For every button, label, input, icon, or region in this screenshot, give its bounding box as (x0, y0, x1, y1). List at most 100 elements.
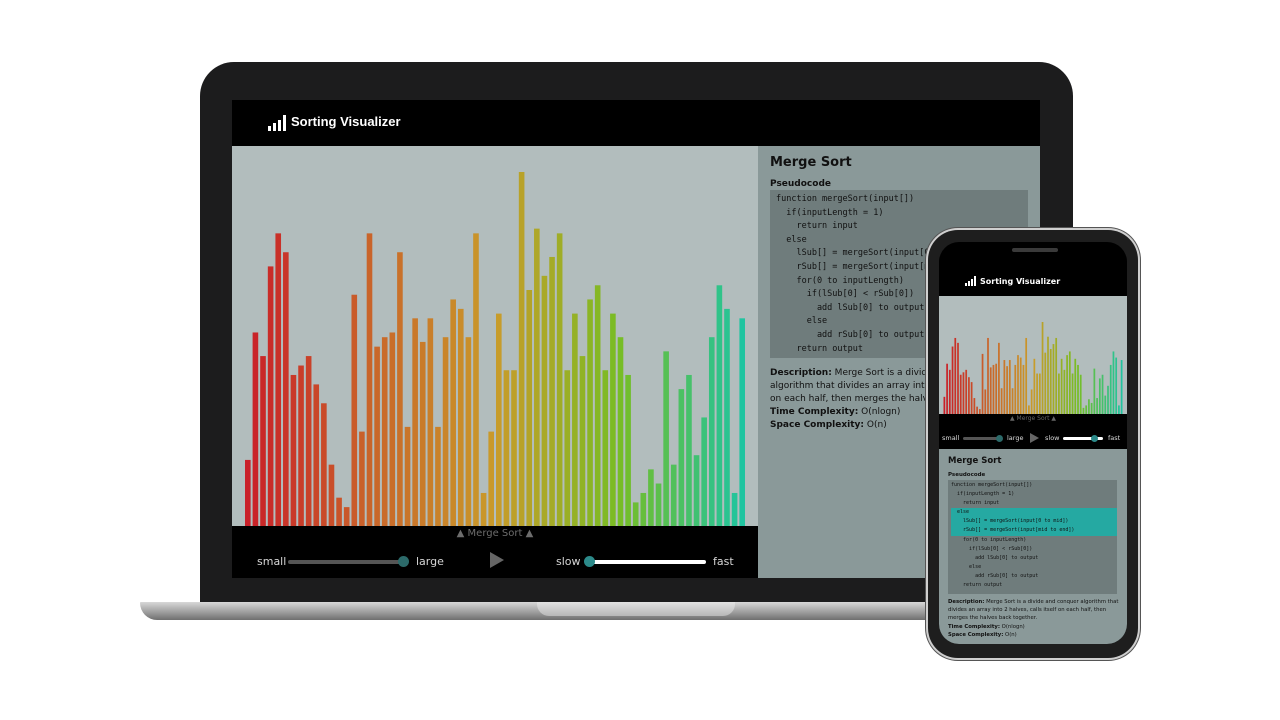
sort-bar (693, 455, 700, 526)
phone-sort-bar (1014, 364, 1017, 414)
size-slider[interactable] (288, 560, 406, 564)
pseudocode-line: else (776, 234, 807, 245)
phone-sort-bar (1000, 388, 1003, 414)
phone-description: Description: Merge Sort is a divide and … (948, 598, 1120, 639)
phone-sort-bar (948, 369, 951, 414)
phone-sort-bar (1025, 337, 1028, 414)
sort-bar (450, 299, 456, 526)
phone-sort-bar (970, 382, 973, 414)
sort-bar (397, 252, 403, 526)
sort-bar (701, 417, 707, 526)
sort-bar (480, 492, 487, 526)
phone-size-slider-knob[interactable] (996, 435, 1003, 442)
sort-bar (610, 313, 616, 526)
sort-bar (366, 233, 373, 527)
phone-algorithm-caption[interactable]: ▲ Merge Sort ▲ (1010, 415, 1056, 422)
sort-bar (381, 337, 388, 526)
phone-info-panel: Merge Sort Pseudocode function mergeSort… (939, 449, 1127, 644)
app-title: Sorting Visualizer (291, 114, 401, 129)
phone-pseudocode-line: if(inputLength = 1) (951, 491, 1015, 498)
play-icon[interactable] (490, 552, 504, 568)
sort-bar (389, 332, 396, 526)
phone-sort-bar (1112, 351, 1115, 414)
sort-bar (305, 356, 312, 526)
phone-sort-bar (1028, 405, 1030, 414)
pseudocode-line: add rSub[0] to output (776, 329, 925, 340)
phone-bars-svg (943, 322, 1123, 414)
pseudocode-line: for(0 to inputLength) (776, 275, 904, 286)
phone-sort-bar (995, 363, 998, 414)
phone-sort-bar (954, 337, 957, 414)
phone-sort-bar (1038, 373, 1041, 414)
sorting-bars-chart (232, 146, 758, 527)
sort-bar (549, 256, 555, 526)
phone-controls-bar: small large slow fast (939, 429, 1127, 449)
phone-sort-bar (1044, 352, 1047, 414)
phone-pseudocode-line: return output (951, 582, 1003, 589)
sort-bar (556, 233, 563, 527)
phone-sort-bar (1006, 366, 1008, 414)
sort-bar (511, 370, 517, 526)
sort-bar (655, 483, 662, 526)
sort-bar (708, 337, 715, 526)
phone-sort-bar (1090, 402, 1093, 414)
pseudocode-line: if(inputLength = 1) (776, 207, 884, 218)
phone-time-complexity-label: Time Complexity: (948, 623, 1000, 630)
phone-sort-bar (1055, 337, 1058, 414)
phone-pseudocode-line: function mergeSort(input[]) (951, 482, 1033, 488)
phone-app-header: Sorting Visualizer (939, 256, 1127, 296)
sort-bar (670, 464, 677, 526)
sort-bar (602, 370, 609, 526)
sort-bar (245, 459, 251, 526)
phone-sort-bar (987, 337, 989, 414)
phone-sort-bar (1071, 373, 1074, 414)
phone-speed-slider-min-label: slow (1045, 434, 1060, 442)
sort-bar (648, 469, 654, 526)
sort-bar (686, 374, 692, 526)
speed-slider[interactable] (586, 560, 706, 564)
sort-bar (374, 346, 380, 526)
phone-sort-bar (962, 372, 965, 414)
sort-bar (283, 252, 289, 526)
size-slider-min-label: small (257, 555, 287, 568)
speed-slider-knob[interactable] (584, 556, 595, 567)
sort-bar (412, 318, 418, 526)
algorithm-caption[interactable]: ▲ Merge Sort ▲ (232, 526, 758, 542)
size-slider-knob[interactable] (398, 556, 409, 567)
play-icon[interactable] (1030, 433, 1039, 443)
sort-bar (496, 313, 502, 526)
bar-chart-icon (268, 115, 286, 131)
sort-bar (465, 337, 472, 526)
phone-sort-bar (959, 374, 962, 414)
phone-pseudocode-line: else (951, 508, 1117, 518)
phone-speed-slider[interactable] (1063, 437, 1103, 440)
phone-sort-bar (1049, 348, 1052, 414)
phone-pseudocode-line: add rSub[0] to output (951, 572, 1039, 579)
phone-sort-bar (984, 389, 987, 414)
phone-speed-slider-knob[interactable] (1091, 435, 1098, 442)
sort-bar (404, 426, 411, 526)
pseudocode-line: return output (776, 343, 863, 354)
sort-bar (419, 341, 426, 526)
phone-space-complexity-value: O(n) (1003, 631, 1017, 638)
sort-bar (640, 492, 647, 526)
phone-size-slider[interactable] (963, 437, 1001, 440)
pseudocode-line: function mergeSort(input[]) (776, 194, 915, 204)
phone-sort-bar (1079, 374, 1082, 414)
sort-bar (267, 266, 274, 526)
sort-bar (427, 318, 434, 526)
phone-sort-bar (968, 377, 970, 414)
sort-bar (594, 285, 601, 526)
sort-bar (488, 431, 494, 526)
sort-bar (716, 285, 723, 526)
phone-sort-bar (1019, 357, 1022, 414)
phone-sort-bar (1060, 358, 1063, 414)
phone-sort-bar (1118, 405, 1120, 414)
phone-sort-bar (1104, 395, 1107, 414)
phone-sort-bar (976, 406, 978, 414)
phone-sort-bar (1093, 368, 1096, 414)
sort-bar (564, 370, 571, 526)
sort-bar (632, 502, 639, 526)
phone-pseudocode-line: rSub[] = mergeSort(input[mid to end]) (951, 526, 1117, 536)
sort-bar (359, 431, 365, 526)
